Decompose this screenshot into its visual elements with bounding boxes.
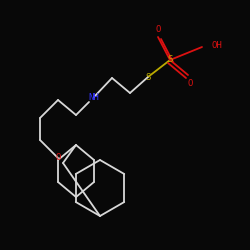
Text: O: O [55, 154, 61, 162]
Text: O: O [187, 80, 193, 88]
Text: O: O [155, 24, 161, 34]
Text: S: S [145, 72, 151, 82]
Text: OH: OH [212, 40, 223, 50]
Text: S: S [167, 56, 173, 64]
Text: NH: NH [88, 92, 100, 102]
